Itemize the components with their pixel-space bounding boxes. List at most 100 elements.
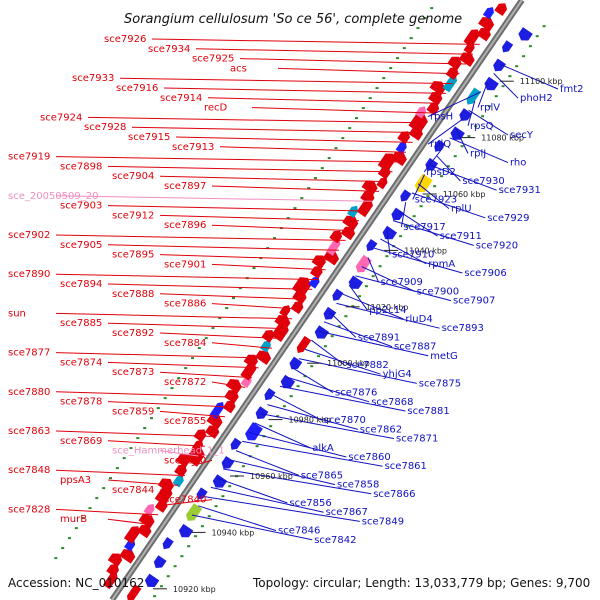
gc-dot [467,135,471,138]
forward-gene-glyph [172,475,184,488]
reverse-gene-label: sce7909 [381,277,423,288]
forward-gene-label: ppsA3 [60,475,91,486]
gc-dot [522,55,526,58]
gc-dot [282,405,286,408]
reverse-gene-glyph [493,58,506,72]
reverse-gene-glyph [153,555,167,569]
reverse-gene-label: sce7868 [371,397,413,408]
kbp-tick-label: 11100 kbp [520,77,563,86]
forward-gene-glyph [225,379,242,394]
reverse-gene-label: sce7920 [476,240,518,251]
gc-dot [74,527,78,530]
gc-dot [293,207,297,210]
forward-gene-label: sce7828 [8,504,50,515]
forward-gene-glyph [429,80,446,96]
gc-dot [423,17,427,20]
forward-gene-label: sce7844 [112,485,154,496]
reverse-gene-label: sce7923 [415,194,457,205]
forward-gene-glyph [482,7,494,20]
gc-dot [207,515,211,518]
gc-dot [143,427,147,430]
forward-gene-label: sce7924 [40,112,82,123]
topology-summary: Topology: circular; Length: 13,033,779 b… [252,576,590,590]
reverse-gene-label: sce7911 [440,231,482,242]
reverse-gene-glyph [502,40,514,53]
forward-gene-label: sce_20050509_20 [8,191,98,202]
reverse-gene-label: sce7867 [326,507,368,518]
gc-dot [269,425,273,428]
gc-dot [314,177,317,180]
forward-gene-glyph [107,553,123,567]
gc-dot [180,555,184,558]
reverse-gene-glyph [323,306,337,320]
gc-dot [440,175,444,178]
gc-dot [194,535,198,538]
forward-gene-label: sce7926 [104,34,146,45]
gc-dot [214,505,218,508]
gc-dot [177,377,181,380]
gc-dot [153,595,157,598]
reverse-gene-glyph [391,207,405,221]
forward-gene-label: sce7912 [112,210,154,221]
forward-gene-glyph [494,3,508,17]
forward-gene-label: sce7897 [164,181,206,192]
reverse-gene-label: sce7906 [464,268,506,279]
kbp-tick-label: 10960 kbp [250,472,293,481]
reverse-gene-label: phoH2 [520,93,553,104]
reverse-gene-glyph [348,275,364,289]
reverse-gene-glyph [221,455,235,469]
gc-dot [310,365,314,368]
forward-gene-glyph [106,564,119,577]
forward-gene-label: sce7874 [60,357,102,368]
reverse-gene-label: sce7876 [335,388,377,399]
gc-dot [396,57,399,60]
forward-gene-glyph [342,215,359,231]
reverse-gene-label: sce7846 [278,526,320,537]
kbp-tick-label: 11040 kbp [404,246,447,255]
kbp-tick-label: 10940 kbp [212,528,255,537]
kbp-tick-label: 11060 kbp [443,190,486,199]
forward-gene-glyph [123,526,141,544]
gc-dot [252,267,256,270]
gc-dot [276,415,280,418]
gc-dot [358,295,362,298]
forward-gene-label: sce7895 [112,250,154,261]
gc-dot [430,7,434,10]
reverse-gene-label: sce7875 [419,378,461,389]
reverse-gene-glyph [264,388,276,401]
forward-gene-glyph [119,549,136,564]
forward-gene-glyph [408,113,428,134]
reverse-gene-label: sce7881 [407,406,449,417]
gc-dot [159,585,163,588]
gc-dot [221,495,225,498]
map-title: Sorangium cellulosum 'So ce 56', complet… [124,12,462,27]
gc-dot [228,485,232,488]
gc-dot [389,67,393,70]
gc-dot [296,385,300,388]
reverse-gene-label: rluD4 [405,314,432,325]
forward-gene-label: sce7880 [8,387,50,398]
reverse-gene-glyph [382,225,398,240]
gc-dot [515,65,519,68]
gc-dot [88,507,92,510]
gc-dot [542,25,546,28]
reverse-gene-label: sce7866 [373,489,415,500]
reverse-gene-glyph [212,474,228,488]
gc-dot [416,27,420,30]
reverse-gene-label: sce7842 [314,535,356,546]
gc-dot [81,517,85,520]
forward-gene-glyph [397,131,410,145]
gc-dot [273,237,276,240]
reverse-gene-label: yhjG4 [383,369,412,380]
gc-dot [184,367,188,370]
reverse-gene-label: sce7860 [348,452,390,463]
forward-gene-glyph [426,102,440,116]
gc-dot [487,105,491,108]
gc-dot [204,337,208,340]
gc-dot [54,557,58,560]
reverse-gene-label: sce7893 [442,323,484,334]
forward-gene-glyph [458,52,475,67]
gc-dot [494,95,498,98]
forward-gene-label: sce7863 [8,426,50,437]
reverse-gene-glyph [245,422,263,441]
